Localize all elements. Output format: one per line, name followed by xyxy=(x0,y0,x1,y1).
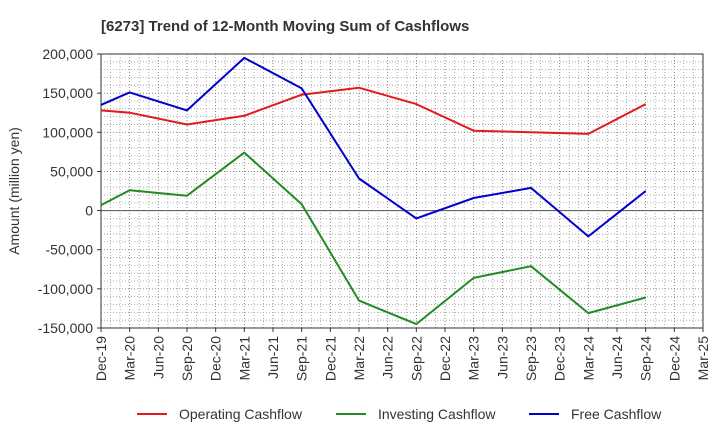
plot-area-frame xyxy=(100,53,704,329)
x-tick-label: Jun-22 xyxy=(380,336,396,379)
chart-title: [6273] Trend of 12-Month Moving Sum of C… xyxy=(101,18,469,35)
x-tick-label: Sep-22 xyxy=(408,336,424,381)
y-axis-label: Amount (million yen) xyxy=(6,127,22,255)
legend-label: Investing Cashflow xyxy=(378,406,496,422)
y-tick-label: 200,000 xyxy=(42,46,93,62)
x-tick-label: Mar-25 xyxy=(695,336,711,381)
x-tick-label: Dec-23 xyxy=(552,336,568,381)
x-tick-label: Jun-24 xyxy=(609,336,625,379)
x-tick-label: Sep-20 xyxy=(179,336,195,381)
legend: Operating Cashflow Investing Cashflow Free… xyxy=(137,406,662,422)
x-tick-label: Dec-21 xyxy=(322,336,338,381)
x-tick-label: Mar-22 xyxy=(351,336,367,381)
x-tick-label: Dec-24 xyxy=(666,336,682,381)
grid-lines xyxy=(100,53,704,329)
x-tick-label: Mar-20 xyxy=(122,336,138,381)
operating-cashflow-line xyxy=(100,86,647,135)
y-tick-label: -100,000 xyxy=(38,281,93,297)
y-tick-label: -50,000 xyxy=(46,242,94,258)
legend-label: Free Cashflow xyxy=(571,406,662,422)
free-cashflow-line xyxy=(100,56,647,238)
legend-label: Operating Cashflow xyxy=(179,406,303,422)
x-tick-label: Dec-19 xyxy=(93,336,109,381)
y-tick-label: 100,000 xyxy=(42,124,93,140)
x-tick-label: Sep-23 xyxy=(523,336,539,381)
x-tick-label: Dec-22 xyxy=(437,336,453,381)
x-tick-label: Mar-23 xyxy=(466,336,482,381)
y-tick-label: 0 xyxy=(85,203,93,219)
x-tick-label: Dec-20 xyxy=(208,336,224,381)
x-tick-label: Jun-21 xyxy=(265,336,281,379)
x-tick-label: Sep-21 xyxy=(294,336,310,381)
x-tick-label: Sep-24 xyxy=(638,336,654,381)
y-tick-label: -150,000 xyxy=(38,320,93,336)
x-tick-label: Jun-23 xyxy=(494,336,510,379)
y-tick-label: 50,000 xyxy=(50,163,93,179)
x-tick-label: Mar-24 xyxy=(580,336,596,381)
axes: 200,000 150,000 100,000 50,000 0 -50,000 -100,… xyxy=(38,46,711,381)
x-tick-label: Mar-21 xyxy=(236,336,252,381)
x-tick-label: Jun-20 xyxy=(150,336,166,379)
series-lines xyxy=(100,56,647,326)
y-tick-label: 150,000 xyxy=(42,85,93,101)
investing-cashflow-line xyxy=(100,151,646,326)
